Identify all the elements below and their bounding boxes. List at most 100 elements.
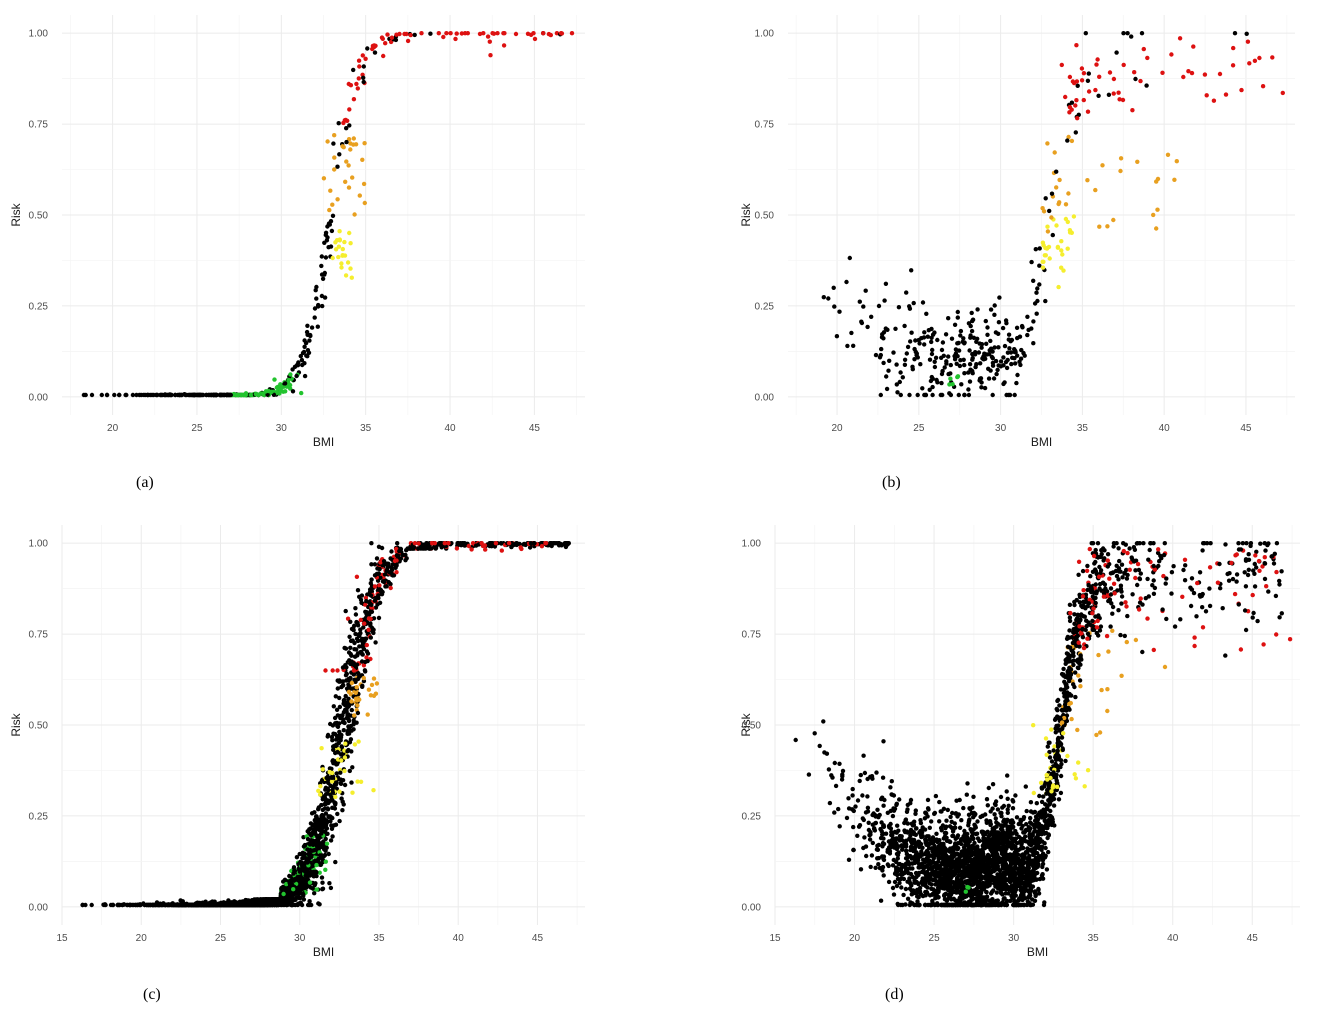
data-point (294, 373, 299, 379)
data-point (969, 310, 974, 316)
data-point (1052, 823, 1057, 828)
data-point (303, 340, 309, 346)
data-point (312, 818, 317, 823)
data-point (228, 392, 233, 398)
data-point (1045, 224, 1050, 229)
category-point-orange (366, 687, 372, 692)
data-point (1125, 613, 1130, 619)
data-point (304, 329, 310, 335)
points (793, 541, 1284, 908)
data-point (1095, 541, 1101, 546)
category-point-yellow (339, 758, 344, 763)
data-point (881, 360, 886, 366)
data-point (984, 797, 990, 802)
data-point (968, 335, 973, 340)
data-point (1079, 78, 1085, 83)
category-point-red (1270, 55, 1275, 60)
data-point (946, 371, 951, 377)
data-point (412, 32, 417, 38)
data-point (1013, 350, 1018, 355)
data-point (1125, 31, 1130, 36)
y-tick-label: 0.75 (29, 120, 49, 131)
data-point (274, 897, 279, 902)
data-point (1031, 278, 1036, 283)
data-point (326, 798, 331, 804)
data-point (1119, 601, 1124, 606)
data-point (982, 351, 987, 356)
data-point (1135, 541, 1140, 546)
data-point (347, 634, 352, 639)
data-point (363, 609, 368, 614)
data-point (1000, 805, 1005, 810)
data-point (314, 873, 319, 879)
data-point (302, 344, 307, 349)
data-point (192, 392, 197, 398)
data-point (124, 392, 129, 398)
category-point-yellow (340, 246, 345, 252)
data-point (328, 885, 334, 891)
data-point (323, 836, 328, 842)
data-point (1095, 57, 1100, 62)
data-point (171, 902, 176, 908)
x-tick-label: 20 (832, 423, 844, 434)
data-point (1040, 206, 1045, 211)
data-point (388, 585, 393, 591)
data-point (307, 899, 312, 904)
category-point-yellow (1042, 253, 1047, 258)
data-point (358, 597, 364, 602)
data-point (179, 392, 184, 398)
data-point (358, 627, 363, 632)
data-point (1052, 744, 1057, 749)
data-point (1093, 87, 1098, 93)
data-point (921, 335, 927, 340)
category-point-red (1186, 69, 1191, 74)
category-point-red (1107, 70, 1113, 75)
data-point (865, 324, 870, 330)
data-point (895, 390, 900, 395)
data-point (482, 543, 488, 548)
data-point (920, 300, 926, 305)
data-point (961, 357, 966, 362)
data-point (1037, 246, 1042, 251)
data-point (1169, 52, 1174, 57)
data-point (376, 571, 381, 576)
data-point (926, 328, 931, 333)
data-point (985, 332, 990, 337)
category-point-orange (352, 212, 357, 217)
data-point (335, 164, 340, 169)
data-point (215, 902, 220, 908)
data-point (967, 348, 972, 353)
data-point (881, 330, 887, 335)
data-point (332, 715, 338, 721)
data-point (1004, 365, 1010, 371)
data-point (309, 325, 315, 330)
x-tick-label: 35 (1088, 933, 1100, 944)
data-point (1014, 380, 1019, 386)
data-point (346, 712, 351, 718)
data-point (110, 902, 116, 908)
x-tick-label: 45 (532, 933, 544, 944)
data-point (284, 881, 289, 887)
data-point (1074, 98, 1079, 103)
data-point (346, 650, 352, 655)
category-point-red (323, 668, 328, 673)
data-point (891, 350, 896, 355)
data-point (297, 885, 303, 891)
data-point (290, 389, 296, 394)
category-point-yellow (1054, 223, 1059, 228)
category-point-yellow (350, 790, 355, 795)
data-point (531, 541, 537, 546)
data-point (897, 379, 902, 385)
data-point (104, 392, 110, 398)
y-tick-label: 1.00 (755, 29, 775, 40)
data-point (961, 336, 966, 341)
y-tick-label: 0.00 (742, 902, 762, 913)
data-point (315, 838, 321, 843)
points (81, 31, 565, 398)
data-point (89, 902, 94, 908)
data-point (929, 339, 934, 345)
data-point (1000, 325, 1006, 331)
category-point-orange (371, 676, 377, 681)
data-point (967, 379, 973, 384)
data-point (930, 392, 935, 398)
